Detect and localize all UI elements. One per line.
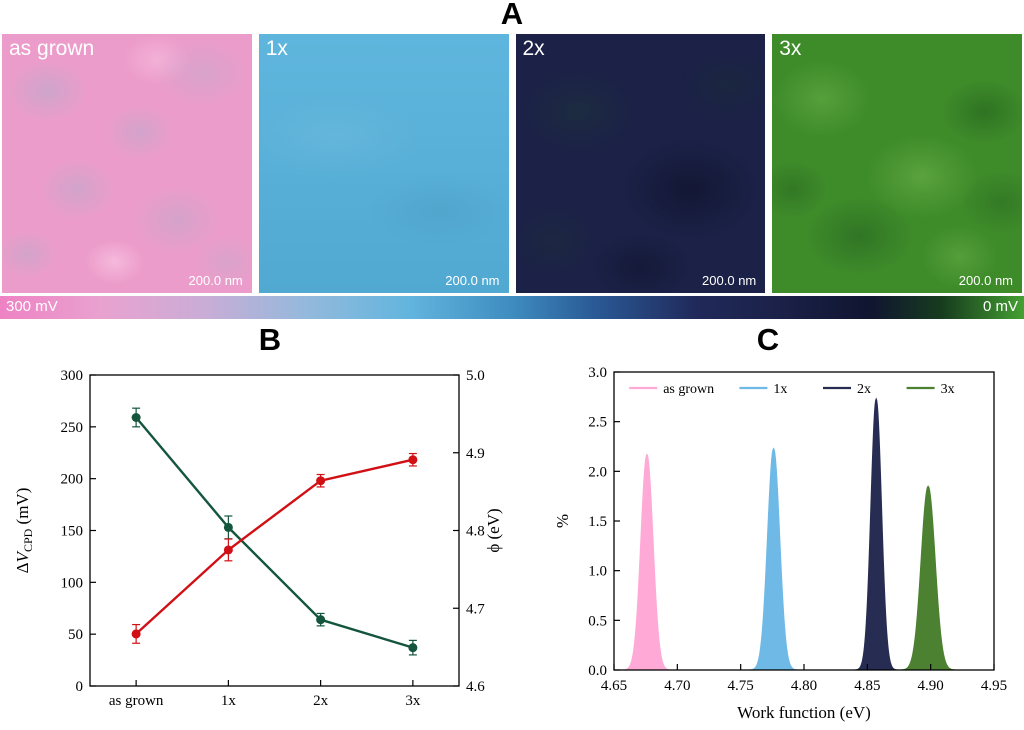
panel-c-title: C: [756, 322, 780, 357]
svg-text:50: 50: [68, 627, 83, 643]
svg-text:1.0: 1.0: [588, 564, 607, 580]
svg-text:4.65: 4.65: [600, 678, 626, 694]
chart-c-peaks: [620, 397, 958, 671]
svg-text:ϕ (eV): ϕ (eV): [484, 508, 503, 552]
afm-image-label: 2x: [522, 37, 545, 60]
colorbar-min-label: 0 mV: [982, 298, 1018, 315]
charts-row: B 0 50 100 150 200 250 300 4.6 4.7 4.8 4.9 5.0 as gr…: [0, 322, 1024, 730]
svg-text:2.0: 2.0: [588, 464, 607, 480]
distribution-peak-2x: [852, 397, 899, 671]
svg-text:150: 150: [60, 524, 83, 540]
chart-b-series-delta-V-CPD: [131, 407, 417, 656]
scalebar-label: 200.0 nm: [188, 273, 243, 288]
svg-text:1x: 1x: [773, 382, 787, 397]
scalebar-label: 200.0 nm: [445, 273, 500, 288]
panel-a-title: A: [500, 0, 524, 31]
chart-b-series-work-function-phi: [131, 452, 417, 644]
svg-text:4.8: 4.8: [466, 524, 485, 540]
chart-c-axes: 4.65 4.70 4.75 4.80 4.85 4.90 4.95 0.0 0.5 1.0 1.5…: [553, 365, 1007, 722]
svg-text:0.0: 0.0: [588, 663, 607, 679]
afm-image-row: as grown 200.0 nm 1x 200.0 nm 2x 200.0 nm 3x 20…: [2, 34, 1022, 293]
distribution-peak-as-grown: [620, 453, 673, 671]
svg-text:4.85: 4.85: [854, 678, 880, 694]
svg-text:300: 300: [60, 368, 83, 384]
distribution-peak-3x: [897, 485, 958, 671]
svg-text:4.9: 4.9: [466, 446, 485, 462]
svg-text:3.0: 3.0: [588, 365, 607, 381]
afm-image-label: 3x: [779, 37, 802, 60]
scalebar-label: 200.0 nm: [702, 273, 757, 288]
panel-c: C 4.65 4.70 4.75 4.80 4.85 4.90 4.95 0.0 0.5 1.0 1…: [512, 322, 1024, 730]
distribution-peak-1x: [747, 447, 800, 671]
chart-b-axes: 0 50 100 150 200 250 300 4.6 4.7 4.8 4.9 5.0 as grow…: [13, 368, 503, 709]
workfunction-distribution-chart: 4.65 4.70 4.75 4.80 4.85 4.90 4.95 0.0 0.5 1.0 1.5…: [553, 365, 1007, 722]
svg-text:1x: 1x: [220, 693, 236, 709]
svg-text:2.5: 2.5: [588, 415, 607, 431]
svg-text:5.0: 5.0: [466, 368, 485, 384]
scalebar-label: 200.0 nm: [958, 273, 1013, 288]
panel-b-title: B: [258, 322, 282, 357]
afm-image-1x: 1x 200.0 nm: [258, 34, 509, 293]
panel-b: B 0 50 100 150 200 250 300 4.6 4.7 4.8 4.9 5.0 as gr…: [0, 322, 512, 730]
svg-text:4.70: 4.70: [664, 678, 690, 694]
svg-text:100: 100: [60, 575, 83, 591]
svg-text:0: 0: [75, 679, 83, 695]
svg-text:as grown: as grown: [663, 382, 714, 397]
svg-text:4.6: 4.6: [466, 679, 485, 695]
svg-text:200: 200: [60, 472, 83, 488]
afm-image-label: as grown: [9, 37, 95, 60]
svg-text:4.95: 4.95: [980, 678, 1006, 694]
svg-text:3x: 3x: [940, 382, 954, 397]
svg-text:4.75: 4.75: [727, 678, 753, 694]
colorbar-max-label: 300 mV: [6, 298, 58, 315]
afm-image-as-grown: as grown 200.0 nm: [2, 34, 252, 293]
svg-text:0.5: 0.5: [588, 613, 607, 629]
afm-image-label: 1x: [265, 37, 288, 60]
chart-c-legend: as grown 1x 2x 3x: [628, 382, 954, 397]
svg-text:250: 250: [60, 420, 83, 436]
svg-text:3x: 3x: [405, 693, 421, 709]
svg-text:1.5: 1.5: [588, 514, 607, 530]
svg-text:as grown: as grown: [108, 693, 163, 709]
svg-text:ΔVCPD (mV): ΔVCPD (mV): [13, 488, 35, 574]
afm-image-3x: 3x 200.0 nm: [772, 34, 1022, 293]
svg-text:4.7: 4.7: [466, 601, 485, 617]
svg-text:Work function (eV): Work function (eV): [737, 703, 871, 722]
cpd-workfunction-line-chart: 0 50 100 150 200 250 300 4.6 4.7 4.8 4.9 5.0 as grow…: [13, 368, 503, 709]
afm-image-2x: 2x 200.0 nm: [515, 34, 766, 293]
svg-text:%: %: [553, 514, 572, 528]
svg-text:4.90: 4.90: [917, 678, 943, 694]
svg-text:2x: 2x: [313, 693, 329, 709]
svg-text:2x: 2x: [857, 382, 871, 397]
potential-colorbar: 300 mV 0 mV: [0, 296, 1024, 319]
svg-text:4.80: 4.80: [790, 678, 816, 694]
